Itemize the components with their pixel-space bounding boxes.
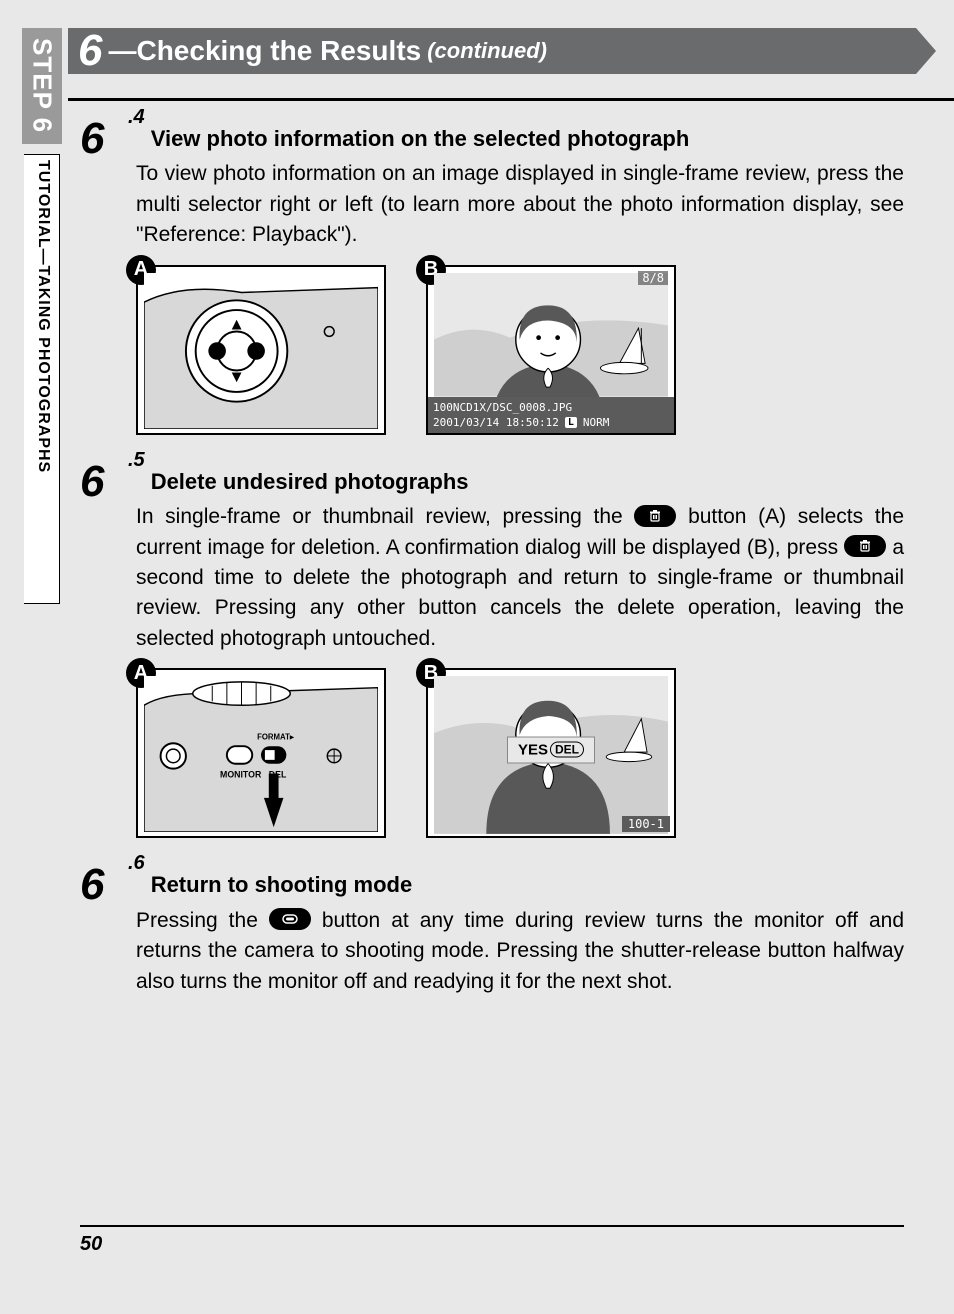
photo-filename: 100NCD1X/DSC_0008.JPG: [433, 401, 669, 414]
step-6-4: 6 .4 View photo information on the selec…: [80, 120, 904, 435]
figure-6-5-a: A MONITOR: [136, 668, 386, 838]
step-body: Pressing the button at any time during r…: [136, 906, 904, 997]
step-title: Return to shooting mode: [151, 872, 413, 898]
side-tab-label: TUTORIAL—TAKING PHOTOGRAPHS: [34, 160, 52, 473]
page-content: 6 .4 View photo information on the selec…: [80, 120, 904, 1025]
step-6-5: 6 .5 Delete undesired photographs In sin…: [80, 463, 904, 839]
step-title: Delete undesired photographs: [151, 469, 469, 495]
multi-selector-illustration: [144, 273, 378, 429]
banner-continued: (continued): [427, 38, 547, 64]
body-part-1: In single-frame or thumbnail review, pre…: [136, 505, 634, 528]
step-body: To view photo information on an image di…: [136, 159, 904, 250]
monitor-label: MONITOR: [220, 770, 262, 780]
frame-id-chip: 100-1: [622, 816, 670, 832]
page-number: 50: [80, 1225, 904, 1256]
banner-step-digit: 6: [78, 26, 102, 76]
step-6-6: 6 .6 Return to shooting mode Pressing th…: [80, 866, 904, 997]
trash-icon: [844, 535, 886, 557]
step-body: In single-frame or thumbnail review, pre…: [136, 502, 904, 654]
section-banner: 6 — Checking the Results (continued): [68, 28, 916, 74]
photo-quality: NORM: [583, 416, 610, 429]
photo-info-bar: 100NCD1X/DSC_0008.JPG 2001/03/14 18:50:1…: [428, 397, 674, 433]
figure-6-4-a: A: [136, 265, 386, 435]
step-tab: STEP 6: [22, 28, 62, 144]
monitor-icon: [269, 908, 311, 930]
banner-underline: [68, 98, 954, 101]
photo-timestamp: 2001/03/14 18:50:12: [433, 416, 559, 429]
svg-text:FORMAT▸: FORMAT▸: [257, 733, 295, 742]
figure-6-5-b: B YES DEL 100-1: [426, 668, 676, 838]
camera-top-illustration: MONITOR DEL FORMAT▸: [144, 676, 378, 832]
frame-counter: 8/8: [638, 271, 668, 285]
body-part-1: Pressing the: [136, 909, 269, 932]
figure-6-4-b: B 8/8: [426, 265, 676, 435]
photo-size-chip: L: [565, 417, 577, 428]
trash-icon: [634, 505, 676, 527]
step-title: View photo information on the selected p…: [151, 126, 690, 152]
banner-title: Checking the Results: [136, 35, 421, 67]
step-subnum: .6: [128, 852, 145, 889]
banner-dash: —: [108, 35, 136, 67]
delete-confirm-dialog: YES DEL: [507, 736, 595, 763]
step-subnum: .5: [128, 449, 145, 486]
step-subnum: .4: [128, 106, 145, 143]
confirm-yes: YES: [518, 741, 548, 758]
confirm-del-oval: DEL: [550, 742, 584, 758]
